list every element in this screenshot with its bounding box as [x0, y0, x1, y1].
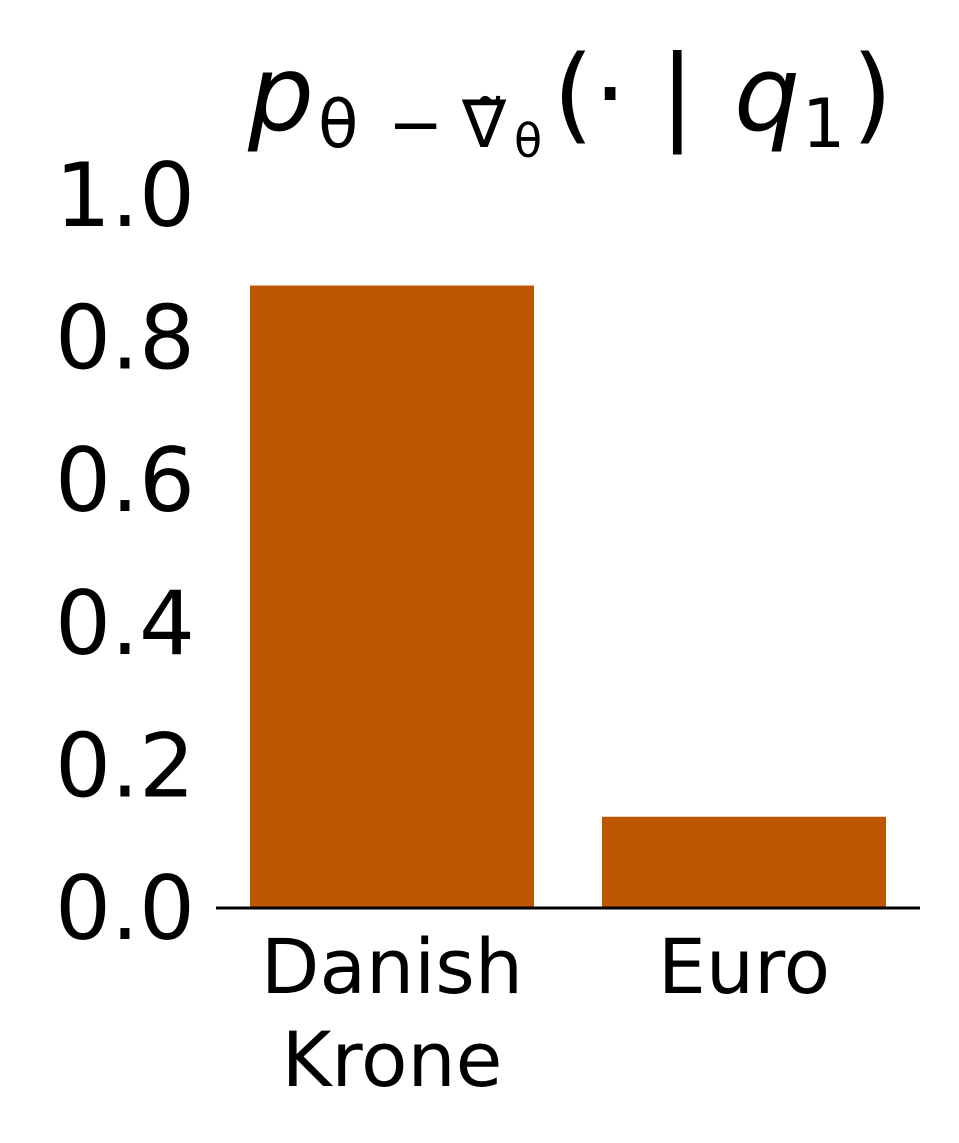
bar	[602, 816, 886, 908]
x-tick-label: Euro	[658, 922, 830, 1011]
x-tick-label-line: Danish	[261, 922, 523, 1011]
y-tick-label: 0.2	[55, 714, 195, 817]
x-tick-label: Danish Krone	[261, 922, 523, 1104]
y-tick-label: 0.6	[55, 429, 195, 532]
chart-title: p θ − ∇̃ θ (· | q 1 )	[247, 33, 893, 168]
title-close: )	[852, 33, 893, 155]
title-q-sub: 1	[802, 85, 845, 164]
title-p: p	[247, 33, 314, 155]
x-tick-label-line: Krone	[282, 1015, 503, 1104]
title-sub-nabla: ∇̃	[461, 86, 507, 163]
bar	[250, 285, 534, 908]
y-tick-label: 0.8	[55, 287, 195, 390]
y-tick-label: 1.0	[55, 144, 195, 247]
x-tick-label-line: Euro	[658, 922, 830, 1011]
y-tick-label: 0.4	[55, 572, 195, 675]
title-q: q	[734, 33, 800, 155]
x-axis-labels: Danish Krone Euro	[261, 922, 830, 1104]
title-sub-theta: θ	[318, 86, 358, 163]
title-open: (· |	[553, 33, 728, 155]
title-sub-theta2: θ	[514, 114, 542, 168]
y-axis-ticks: 0.0 0.2 0.4 0.6 0.8 1.0	[55, 144, 195, 960]
y-tick-label: 0.0	[55, 857, 195, 960]
title-sub-minus: −	[388, 86, 443, 163]
bars	[250, 285, 886, 908]
